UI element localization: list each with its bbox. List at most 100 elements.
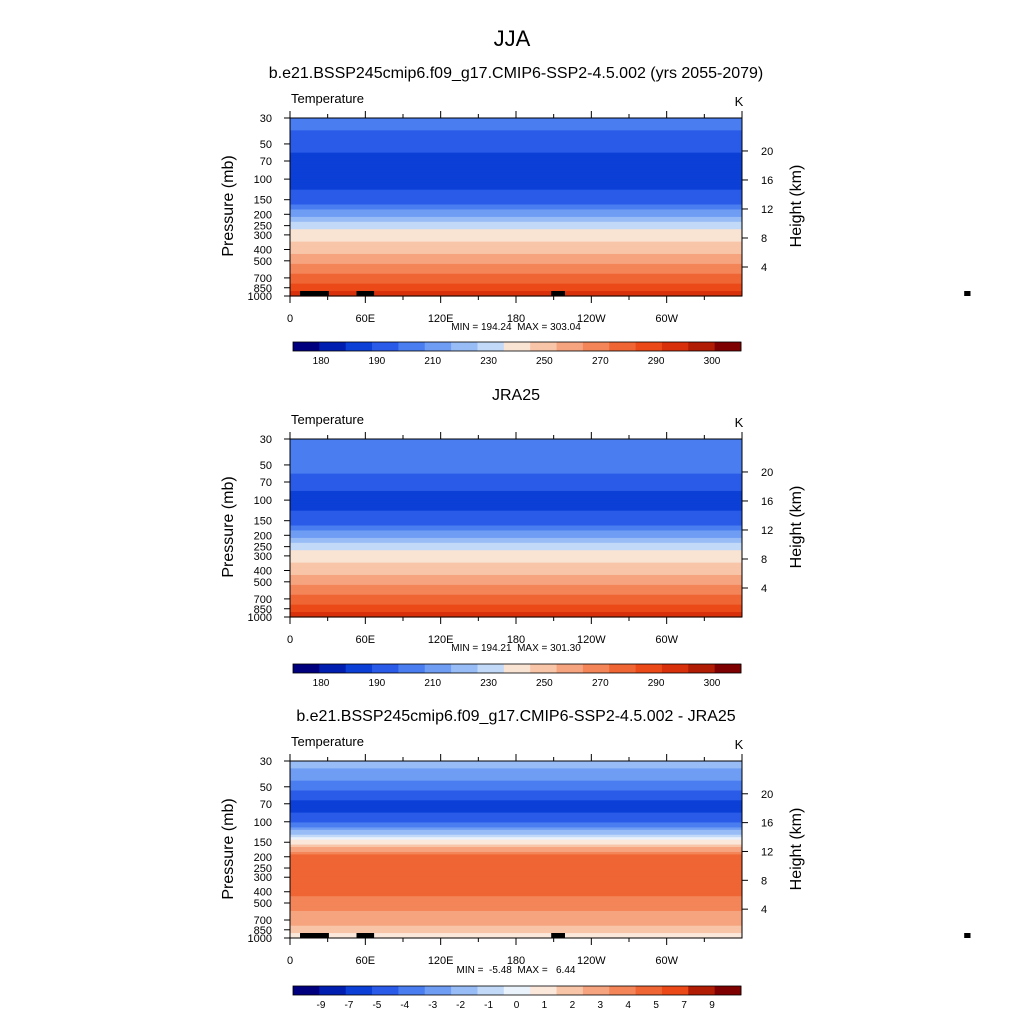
y-axis-title: Pressure (mb)	[220, 476, 237, 577]
longitude-tick-label: 0	[287, 955, 293, 967]
pressure-tick-label: 1000	[248, 933, 272, 945]
contour-band	[290, 219, 742, 223]
colorbar-swatch	[635, 986, 663, 995]
longitude-tick-label: 60W	[655, 313, 678, 325]
height-tick-label: 12	[761, 525, 773, 537]
colorbar-swatch	[503, 986, 531, 995]
contour-band	[290, 172, 742, 176]
contour-band	[290, 834, 742, 838]
contour-band	[290, 864, 742, 868]
topography-mask	[356, 933, 375, 938]
contour-band	[290, 768, 742, 772]
contour-band	[290, 291, 742, 295]
colorbar-label: 270	[592, 678, 609, 689]
contour-band	[290, 155, 742, 159]
contour-band	[290, 221, 742, 225]
longitude-axis: 0 60E 120E 180 120W 60W	[287, 938, 705, 967]
colorbar-swatch	[293, 342, 320, 351]
contour-band	[290, 439, 742, 443]
contour-band	[290, 209, 742, 213]
colorbar-swatch	[556, 342, 584, 351]
contour-band	[290, 883, 742, 887]
colorbar-swatch	[345, 342, 373, 351]
contour-band	[290, 216, 742, 220]
contour-band	[290, 147, 742, 151]
colorbar-swatch	[556, 986, 584, 995]
contour-band	[290, 236, 742, 240]
contour-band	[290, 609, 742, 613]
colorbar-swatch	[609, 664, 636, 673]
contour-band	[290, 226, 742, 230]
pressure-tick-label: 250	[254, 863, 272, 875]
colorbar-swatch	[398, 986, 426, 995]
contour-band	[290, 765, 742, 769]
contour-band	[290, 150, 742, 154]
panel-difference: b.e21.BSSP245cmip6.f09_g17.CMIP6-SSP2-4.…	[220, 708, 971, 1011]
height-axis-title: Height (km)	[788, 165, 805, 248]
longitude-tick-label: 60E	[356, 955, 376, 967]
contour-band	[290, 169, 742, 173]
pressure-tick-label: 400	[254, 565, 272, 577]
contour-band	[290, 792, 742, 797]
colorbar-swatch	[530, 986, 557, 995]
contour-band	[290, 157, 742, 161]
contour-band	[290, 896, 742, 900]
topography-mask	[300, 933, 329, 938]
contour-band	[290, 513, 742, 517]
contour-band	[290, 587, 742, 591]
contour-band	[290, 288, 742, 292]
contour-band	[290, 261, 742, 265]
variable-label: Temperature	[291, 91, 364, 106]
y-axis-title: Pressure (mb)	[220, 798, 237, 899]
longitude-tick-label: 120W	[577, 313, 606, 325]
colorbar-swatch	[424, 342, 452, 351]
colorbar-label: -2	[456, 1000, 465, 1011]
contour-band	[290, 901, 742, 905]
colorbar-swatch	[582, 986, 610, 995]
contour-band	[290, 530, 742, 534]
panel-observed: JRA25 Temperature K 30507010015020025030…	[220, 387, 805, 689]
contour-band	[290, 253, 742, 258]
colorbar-label: -7	[344, 1000, 353, 1011]
pressure-tick-label: 300	[254, 230, 272, 242]
contour-band	[290, 565, 742, 569]
contour-band	[290, 572, 742, 576]
colorbar-swatch	[372, 342, 399, 351]
pressure-tick-label: 1000	[248, 612, 272, 624]
colorbar-swatch	[661, 986, 689, 995]
colorbar-label: -9	[317, 1000, 326, 1011]
contour-band	[290, 528, 742, 532]
contour-band	[290, 842, 742, 846]
contour-band	[290, 463, 742, 467]
contour-band	[290, 495, 742, 499]
contour-band	[290, 599, 742, 603]
contour-band	[290, 234, 742, 238]
contour-band	[290, 614, 742, 618]
colorbar-frame	[292, 663, 742, 674]
colorbar-swatch	[714, 342, 742, 351]
pressure-tick-label: 100	[254, 817, 272, 829]
contour-band	[290, 498, 742, 502]
pressure-tick-label: 30	[260, 434, 272, 446]
contour-band	[290, 592, 742, 596]
colorbar: 180 190 210 230 250 270 290 300	[292, 341, 742, 367]
contour-band	[290, 135, 742, 139]
contour-band	[290, 761, 742, 765]
contour-plot	[289, 432, 743, 618]
contour-band	[290, 910, 742, 915]
height-axis: 20 16 12 8 4	[742, 467, 773, 595]
topography-mask	[964, 291, 971, 296]
height-axis-title: Height (km)	[788, 486, 805, 569]
contour-band	[290, 276, 742, 280]
y-axis-title: Pressure (mb)	[220, 155, 237, 256]
contour-band	[290, 120, 742, 124]
height-tick-label: 16	[761, 175, 773, 187]
contour-band	[290, 293, 742, 297]
colorbar-swatch	[319, 342, 347, 351]
topography-mask	[551, 291, 565, 296]
contour-band	[290, 805, 742, 809]
colorbar-label: 0	[514, 1000, 520, 1011]
contour-band	[290, 886, 742, 890]
panel-model: b.e21.BSSP245cmip6.f09_g17.CMIP6-SSP2-4.…	[220, 65, 971, 367]
